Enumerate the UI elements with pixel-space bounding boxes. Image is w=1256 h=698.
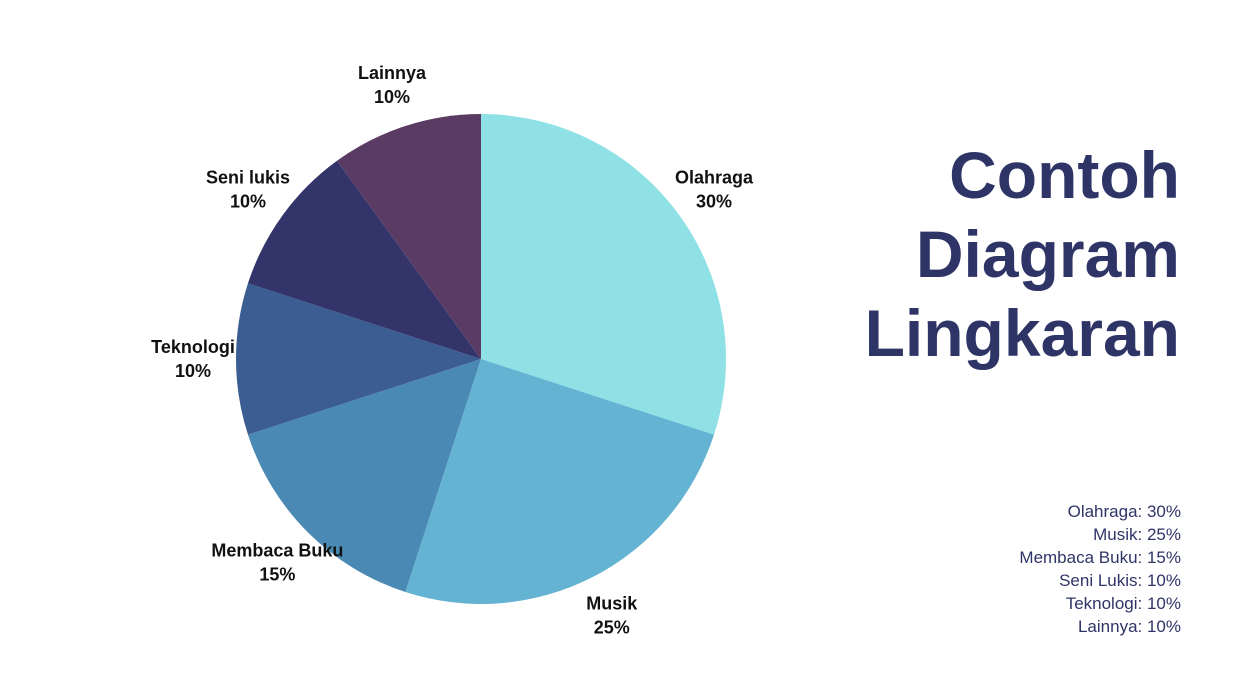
pie-slice-olahraga <box>481 114 726 435</box>
slice-label-seni-lukis: Seni lukis 10% <box>206 168 290 212</box>
slice-label-teknologi: Teknologi 10% <box>151 337 235 381</box>
slice-label-name: Olahraga <box>675 168 754 188</box>
legend-item-lainnya: Lainnya: 10% <box>1077 617 1181 636</box>
pie-slice-membaca-buku <box>247 359 481 593</box>
title-line-1: Contoh <box>949 138 1180 212</box>
pie-chart: Olahraga 30% Musik 25% Membaca Buku 15% Teknol… <box>151 63 754 638</box>
slice-label-name: Lainnya <box>358 63 427 83</box>
slice-label-name: Musik <box>586 594 638 614</box>
slice-label-value: 25% <box>594 618 630 638</box>
legend: Olahraga: 30% Musik: 25% Membaca Buku: 1… <box>1019 500 1181 638</box>
pie-slice-lainnya <box>336 114 481 359</box>
slice-label-name: Membaca Buku <box>211 541 343 561</box>
slice-label-lainnya: Lainnya 10% <box>358 63 427 107</box>
legend-item-olahraga: Olahraga: 30% <box>1067 502 1181 521</box>
legend-item-musik: Musik: 25% <box>1093 525 1181 544</box>
legend-item-teknologi: Teknologi: 10% <box>1065 594 1181 613</box>
slice-label-value: 30% <box>696 192 732 212</box>
pie-slice-teknologi <box>235 283 481 435</box>
slice-label-value: 10% <box>230 192 266 212</box>
chart-title: Contoh Diagram Lingkaran <box>865 136 1180 373</box>
slice-label-olahraga: Olahraga 30% <box>675 168 754 212</box>
slice-label-value: 10% <box>374 87 410 107</box>
title-line-2: Diagram <box>915 217 1180 291</box>
slice-label-membaca-buku: Membaca Buku 15% <box>211 541 343 585</box>
slice-label-value: 15% <box>259 565 295 585</box>
pie-slice-seni-lukis <box>247 160 481 359</box>
legend-item-seni-lukis: Seni Lukis: 10% <box>1059 571 1181 590</box>
pie-slice-musik <box>405 359 715 604</box>
slice-label-name: Teknologi <box>151 337 235 357</box>
slice-label-musik: Musik 25% <box>586 594 638 638</box>
title-line-3: Lingkaran <box>864 296 1180 370</box>
slice-label-value: 10% <box>175 361 211 381</box>
legend-item-membaca-buku: Membaca Buku: 15% <box>1019 548 1181 567</box>
slice-label-name: Seni lukis <box>206 168 290 188</box>
